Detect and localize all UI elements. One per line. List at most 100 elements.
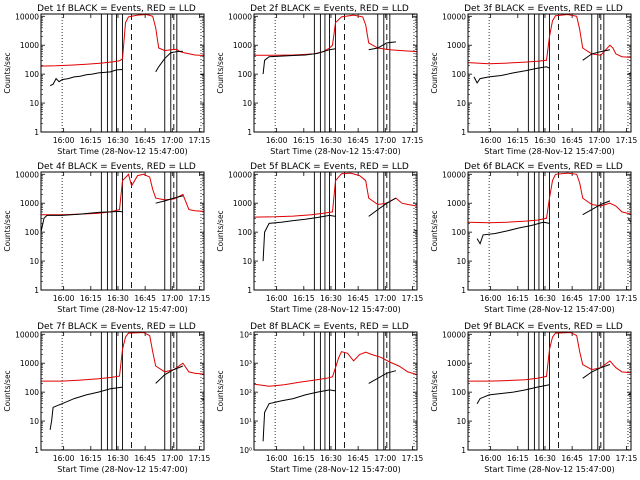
- y-axis-label: Counts/sec: [3, 210, 12, 251]
- y-tick-label: 1: [247, 286, 252, 295]
- lld-series-line: [254, 172, 417, 218]
- x-axis-label: Start Time (28-Nov-12 15:47:00): [484, 147, 614, 156]
- events-series-line: [368, 41, 396, 51]
- events-series-line: [473, 66, 550, 84]
- y-axis-label: Counts/sec: [216, 52, 225, 93]
- events-series-line: [582, 200, 611, 216]
- events-series-line: [41, 210, 123, 233]
- y-tick-label: 10: [242, 257, 252, 266]
- x-tick-label: 17:15: [616, 454, 638, 463]
- y-tick-label: 10000: [15, 12, 39, 21]
- y-tick-label: 10000: [15, 170, 39, 179]
- events-series-line: [49, 386, 123, 430]
- panel-3: Det 3f BLACK = Events, RED = LLD Counts/s…: [430, 4, 638, 156]
- events-series-line: [582, 364, 611, 379]
- series-group: [468, 172, 631, 245]
- y-axis-label: Counts/sec: [216, 210, 225, 251]
- panel-title: Det 8f BLACK = Events, RED = LLD: [250, 322, 409, 332]
- y-tick-label: 1: [247, 128, 252, 137]
- y-tick-label: 10000: [442, 12, 466, 21]
- panel-title: Det 7f BLACK = Events, RED = LLD: [37, 322, 196, 332]
- x-tick-label: 16:00: [266, 454, 288, 463]
- lld-series-line: [468, 172, 631, 224]
- y-tick-label: 1: [461, 446, 466, 455]
- x-tick-label: 17:00: [588, 136, 610, 145]
- y-tick-label: 100: [25, 70, 40, 79]
- x-tick-label: 16:00: [480, 454, 502, 463]
- panel-8: Det 8f BLACK = Events, RED = LLD Counts/s…: [216, 322, 424, 474]
- y-tick-label: 10: [456, 417, 466, 426]
- y-tick-label: 1000: [20, 359, 39, 368]
- x-axis-label: Start Time (28-Nov-12 15:47:00): [57, 147, 187, 156]
- y-axis-label: Counts/sec: [216, 370, 225, 411]
- events-series-line: [368, 370, 397, 384]
- x-tick-label: 16:30: [107, 454, 129, 463]
- x-tick-label: 17:00: [588, 294, 610, 303]
- x-tick-label: 16:15: [80, 294, 102, 303]
- panel-title: Det 9f BLACK = Events, RED = LLD: [464, 322, 623, 332]
- x-tick-label: 16:30: [534, 454, 556, 463]
- y-tick-label: 1000: [233, 199, 252, 208]
- x-tick-label: 17:15: [402, 454, 424, 463]
- x-tick-label: 17:00: [161, 294, 183, 303]
- panel-title: Det 3f BLACK = Events, RED = LLD: [464, 4, 623, 14]
- x-axis-label: Start Time (28-Nov-12 15:47:00): [270, 305, 400, 314]
- series-group: [41, 14, 204, 87]
- x-tick-label: 16:00: [53, 136, 75, 145]
- y-axis-label: Counts/sec: [430, 210, 439, 251]
- x-tick-label: 16:45: [347, 294, 369, 303]
- x-tick-label: 17:15: [189, 136, 211, 145]
- x-tick-label: 17:00: [374, 136, 396, 145]
- y-tick-label: 10: [456, 99, 466, 108]
- plot-frame: [253, 13, 418, 133]
- x-axis-label: Start Time (28-Nov-12 15:47:00): [484, 305, 614, 314]
- x-tick-label: 17:15: [616, 136, 638, 145]
- x-tick-label: 17:15: [402, 136, 424, 145]
- plot-frame: [253, 331, 418, 451]
- y-tick-label: 1000: [233, 41, 252, 50]
- plot-frame: [40, 171, 205, 291]
- x-tick-label: 16:30: [320, 136, 342, 145]
- x-tick-label: 16:00: [480, 294, 502, 303]
- events-series-line: [476, 221, 550, 245]
- lld-series-line: [254, 351, 417, 387]
- y-tick-label: 10: [29, 257, 39, 266]
- events-series-line: [155, 50, 183, 73]
- panel-7: Det 7f BLACK = Events, RED = LLD Counts/s…: [3, 322, 211, 474]
- x-tick-label: 17:00: [161, 136, 183, 145]
- y-tick-label: 100: [452, 388, 467, 397]
- x-tick-label: 16:45: [561, 294, 583, 303]
- panel-title: Det 2f BLACK = Events, RED = LLD: [250, 4, 409, 14]
- y-tick-label: 10²: [239, 388, 252, 397]
- x-tick-label: 16:45: [561, 136, 583, 145]
- x-tick-label: 16:15: [507, 294, 529, 303]
- panel-title: Det 1f BLACK = Events, RED = LLD: [37, 4, 196, 14]
- x-tick-label: 16:15: [80, 454, 102, 463]
- series-group: [468, 14, 631, 84]
- x-tick-label: 16:15: [293, 454, 315, 463]
- y-tick-label: 1000: [447, 199, 466, 208]
- series-group: [41, 173, 204, 233]
- panel-4: Det 4f BLACK = Events, RED = LLD Counts/s…: [3, 162, 211, 314]
- x-tick-label: 17:15: [616, 294, 638, 303]
- events-series-line: [262, 214, 336, 262]
- y-tick-label: 100: [25, 388, 40, 397]
- x-tick-label: 16:15: [507, 136, 529, 145]
- y-tick-label: 1000: [20, 199, 39, 208]
- events-series-line: [262, 48, 336, 75]
- x-axis-label: Start Time (28-Nov-12 15:47:00): [57, 305, 187, 314]
- y-tick-label: 10000: [228, 12, 252, 21]
- x-axis-label: Start Time (28-Nov-12 15:47:00): [484, 465, 614, 474]
- lld-series-line: [41, 173, 204, 216]
- events-series-line: [476, 384, 550, 404]
- y-tick-label: 1: [34, 286, 39, 295]
- lld-series-line: [41, 14, 204, 67]
- y-tick-label: 10000: [15, 330, 39, 339]
- x-tick-label: 16:15: [507, 454, 529, 463]
- plot-frame: [253, 171, 418, 291]
- lld-series-line: [468, 14, 631, 65]
- y-tick-label: 10: [242, 99, 252, 108]
- events-series-line: [155, 365, 184, 384]
- y-tick-label: 100: [25, 228, 40, 237]
- x-tick-label: 16:15: [80, 136, 102, 145]
